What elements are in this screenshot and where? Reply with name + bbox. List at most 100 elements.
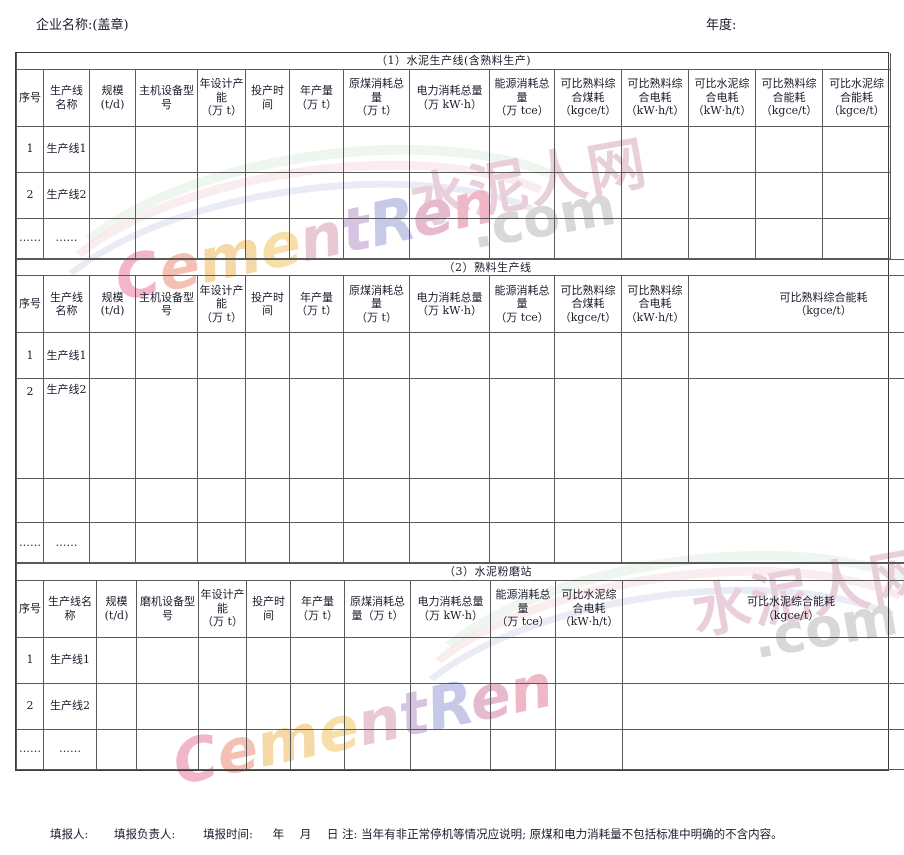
input-cell[interactable] [197, 522, 246, 563]
input-cell[interactable] [290, 682, 345, 730]
input-cell[interactable] [410, 682, 491, 730]
input-cell[interactable] [197, 378, 246, 479]
input-cell[interactable] [489, 125, 555, 173]
input-cell[interactable] [621, 378, 689, 479]
input-cell[interactable] [343, 125, 410, 173]
input-cell[interactable] [621, 125, 689, 173]
input-cell[interactable] [289, 378, 344, 479]
input-cell[interactable] [245, 125, 290, 173]
input-cell[interactable] [621, 217, 689, 259]
input-cell[interactable] [410, 636, 491, 684]
input-cell[interactable] [343, 171, 410, 219]
input-cell[interactable] [621, 728, 904, 770]
input-cell[interactable] [289, 217, 344, 259]
input-cell[interactable] [344, 682, 411, 730]
input-cell[interactable] [409, 522, 490, 563]
input-cell[interactable] [344, 728, 411, 770]
input-cell[interactable] [554, 522, 622, 563]
input-cell[interactable] [409, 125, 490, 173]
input-cell[interactable] [409, 217, 490, 259]
input-cell[interactable] [197, 478, 246, 523]
input-cell[interactable] [409, 171, 490, 219]
input-cell[interactable] [135, 378, 198, 479]
input-cell[interactable] [489, 217, 555, 259]
input-cell[interactable] [344, 636, 411, 684]
input-cell[interactable] [489, 478, 555, 523]
input-cell[interactable] [489, 171, 555, 219]
input-cell[interactable] [289, 478, 344, 523]
input-cell[interactable] [410, 728, 491, 770]
input-cell[interactable] [289, 522, 344, 563]
input-cell[interactable] [197, 171, 246, 219]
input-cell[interactable] [289, 125, 344, 173]
input-cell[interactable] [490, 636, 556, 684]
input-cell[interactable] [246, 728, 291, 770]
input-cell[interactable] [821, 125, 892, 173]
input-cell[interactable] [409, 478, 490, 523]
input-cell[interactable] [197, 217, 246, 259]
input-cell[interactable] [245, 378, 290, 479]
input-cell[interactable] [688, 522, 904, 563]
input-cell[interactable] [755, 125, 823, 173]
input-cell[interactable] [343, 332, 410, 379]
input-cell[interactable] [245, 522, 290, 563]
input-cell[interactable] [89, 378, 136, 479]
input-cell[interactable] [246, 636, 291, 684]
input-cell[interactable] [89, 522, 136, 563]
input-cell[interactable] [135, 332, 198, 379]
input-cell[interactable] [135, 522, 198, 563]
input-cell[interactable] [290, 728, 345, 770]
input-cell[interactable] [135, 125, 198, 173]
input-cell[interactable] [821, 217, 892, 259]
input-cell[interactable] [489, 332, 555, 379]
input-cell[interactable] [135, 478, 198, 523]
input-cell[interactable] [96, 636, 137, 684]
input-cell[interactable] [555, 728, 623, 770]
input-cell[interactable] [621, 682, 904, 730]
input-cell[interactable] [409, 332, 490, 379]
input-cell[interactable] [136, 728, 199, 770]
input-cell[interactable] [821, 171, 892, 219]
input-cell[interactable] [289, 332, 344, 379]
input-cell[interactable] [343, 478, 410, 523]
input-cell[interactable] [554, 171, 622, 219]
input-cell[interactable] [343, 522, 410, 563]
input-cell[interactable] [409, 378, 490, 479]
input-cell[interactable] [135, 217, 198, 259]
input-cell[interactable] [245, 332, 290, 379]
input-cell[interactable] [89, 478, 136, 523]
input-cell[interactable] [621, 332, 689, 379]
input-cell[interactable] [246, 682, 291, 730]
input-cell[interactable] [343, 217, 410, 259]
input-cell[interactable] [554, 478, 622, 523]
input-cell[interactable] [198, 728, 247, 770]
input-cell[interactable] [198, 682, 247, 730]
input-cell[interactable] [621, 636, 904, 684]
input-cell[interactable] [554, 217, 622, 259]
input-cell[interactable] [245, 171, 290, 219]
input-cell[interactable] [688, 332, 904, 379]
input-cell[interactable] [489, 522, 555, 563]
input-cell[interactable] [688, 478, 904, 523]
input-cell[interactable] [555, 636, 623, 684]
input-cell[interactable] [89, 171, 136, 219]
input-cell[interactable] [554, 332, 622, 379]
input-cell[interactable] [245, 217, 290, 259]
input-cell[interactable] [688, 217, 756, 259]
input-cell[interactable] [136, 636, 199, 684]
input-cell[interactable] [554, 378, 622, 479]
input-cell[interactable] [89, 332, 136, 379]
input-cell[interactable] [89, 125, 136, 173]
input-cell[interactable] [290, 636, 345, 684]
input-cell[interactable] [621, 478, 689, 523]
input-cell[interactable] [136, 682, 199, 730]
input-cell[interactable] [198, 636, 247, 684]
input-cell[interactable] [96, 728, 137, 770]
input-cell[interactable] [197, 332, 246, 379]
input-cell[interactable] [755, 171, 823, 219]
input-cell[interactable] [490, 728, 556, 770]
input-cell[interactable] [688, 125, 756, 173]
input-cell[interactable] [554, 125, 622, 173]
input-cell[interactable] [555, 682, 623, 730]
input-cell[interactable] [755, 217, 823, 259]
